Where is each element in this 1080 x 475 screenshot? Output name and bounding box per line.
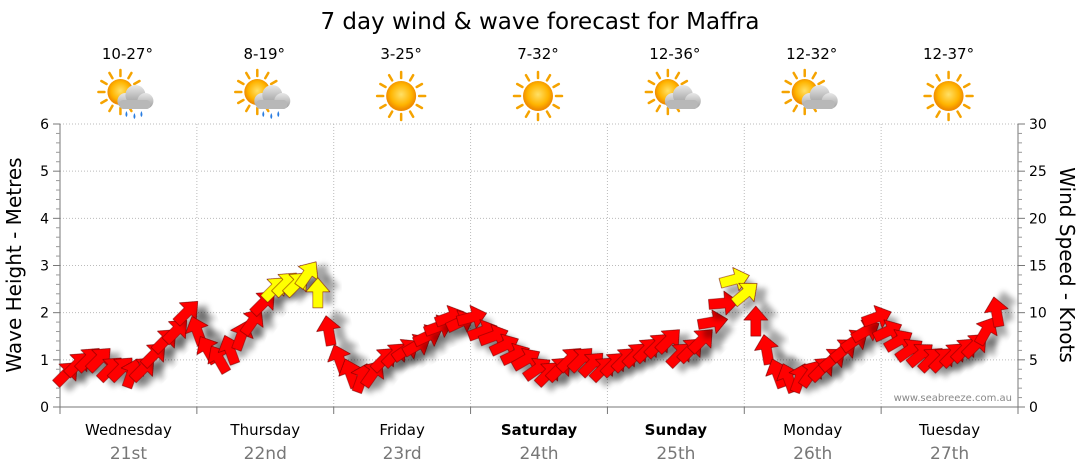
day-name-label: Thursday [229, 421, 300, 439]
day-name-label: Saturday [501, 421, 578, 439]
wind-arrow [294, 261, 319, 290]
chart-grid [60, 123, 1018, 407]
y-axis-left-label: Wave Height - Metres [2, 157, 26, 372]
wind-arrow [708, 290, 740, 316]
day-name-label: Sunday [645, 421, 708, 439]
partly-cloudy-icon [781, 68, 838, 116]
y-right-tick-label: 20 [1029, 211, 1047, 227]
y-right-tick-label: 0 [1029, 400, 1038, 416]
day-name-label: Monday [783, 421, 842, 439]
day-temperature: 7-32° [517, 45, 559, 63]
partly-cloudy-rain-icon [234, 68, 291, 119]
sunny-icon [375, 70, 427, 122]
day-temperature: 8-19° [244, 45, 286, 63]
wind-arrow [697, 309, 729, 334]
day-temperature: 12-36° [649, 45, 700, 63]
y-right-tick-label: 5 [1029, 353, 1038, 369]
y-left-tick-label: 5 [40, 164, 49, 180]
day-temperature: 12-32° [786, 45, 837, 63]
chart-title: 7 day wind & wave forecast for Maffra [320, 9, 759, 35]
wind-arrow [687, 329, 713, 355]
day-date-label: 21st [110, 444, 147, 464]
wind-arrow [861, 305, 892, 329]
sunny-icon [512, 70, 564, 122]
wind-arrow [730, 283, 758, 307]
day-date-label: 26th [793, 444, 832, 464]
y-axis-right-label: Wind Speed - Knots [1055, 167, 1079, 363]
y-left-tick-label: 0 [40, 400, 49, 416]
wind-arrow [984, 296, 1009, 328]
y-left-tick-label: 1 [40, 353, 49, 369]
day-date-label: 27th [930, 444, 969, 464]
chart-axes: 0 1 2 3 4 5 6 0 5 10 15 20 25 30 [40, 117, 1047, 416]
wind-arrow [172, 301, 199, 327]
y-right-tick-label: 10 [1029, 306, 1047, 322]
day-date-label: 25th [656, 444, 695, 464]
day-name-label: Wednesday [85, 421, 172, 439]
day-temperature: 12-37° [923, 45, 974, 63]
wind-arrows [52, 261, 1009, 394]
sunny-icon [923, 70, 974, 122]
wind-arrow [161, 319, 188, 346]
y-left-tick-label: 6 [40, 117, 49, 133]
credit-text: www.seabreeze.com.au [894, 393, 1012, 404]
wind-arrow [85, 348, 111, 374]
y-left-tick-label: 2 [40, 306, 49, 322]
wind-arrow [743, 305, 769, 337]
y-right-tick-label: 15 [1029, 259, 1047, 275]
day-date-label: 22nd [244, 444, 287, 464]
day-labels: Wednesday 21st Thursday 22nd Friday 23rd Satur… [85, 421, 980, 464]
y-right-tick-label: 30 [1029, 117, 1047, 133]
day-name-label: Tuesday [918, 421, 980, 439]
day-name-label: Friday [379, 421, 425, 439]
day-temperature: 3-25° [380, 45, 422, 63]
daily-weather-row: 10-27° 8-19° 3-25° 7-32° 12-36° 12-32° 12-37° [97, 45, 974, 122]
day-date-label: 24th [519, 444, 558, 464]
wind-arrow [654, 329, 680, 355]
y-left-tick-label: 3 [40, 259, 49, 275]
y-right-tick-label: 25 [1029, 164, 1047, 180]
wind-arrow [305, 277, 331, 309]
day-temperature: 10-27° [102, 45, 153, 63]
partly-cloudy-rain-icon [97, 68, 154, 119]
y-left-tick-label: 4 [40, 211, 49, 227]
wind-arrow [316, 315, 341, 347]
day-date-label: 23rd [383, 444, 422, 464]
partly-cloudy-icon [644, 68, 701, 116]
